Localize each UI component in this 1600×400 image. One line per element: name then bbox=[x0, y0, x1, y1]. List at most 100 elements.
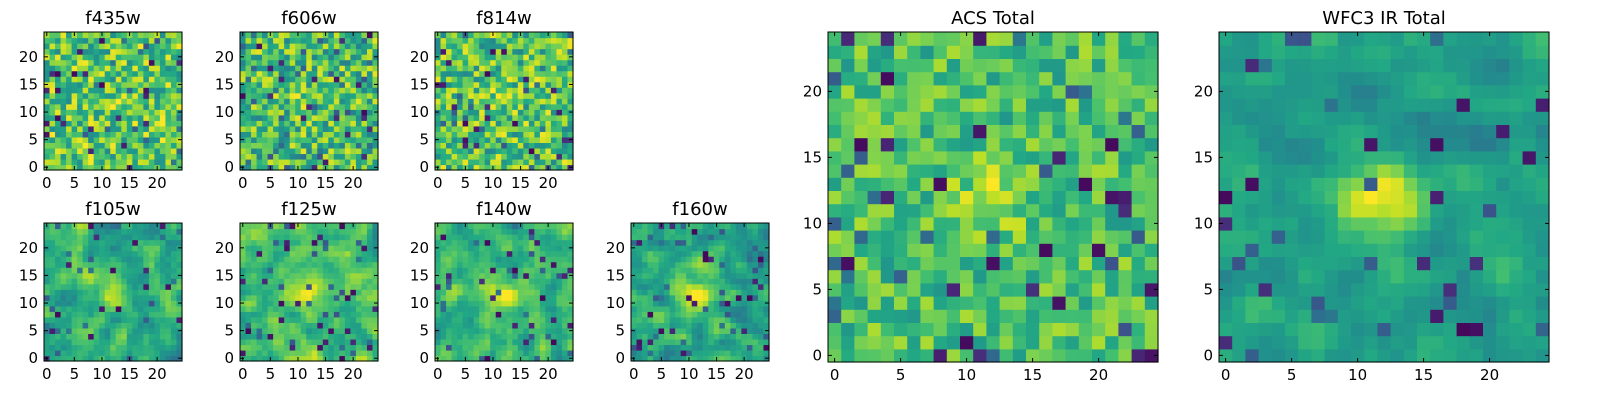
heatmap-cell bbox=[333, 37, 340, 44]
heatmap-cell bbox=[366, 109, 374, 116]
heatmap-cell bbox=[1092, 177, 1106, 191]
heatmap-cell bbox=[355, 256, 363, 263]
heatmap-cell bbox=[567, 131, 574, 138]
heatmap-cell bbox=[110, 114, 117, 121]
heatmap-cell bbox=[311, 278, 318, 285]
heatmap-cell bbox=[49, 333, 56, 340]
heatmap-cell bbox=[355, 283, 363, 290]
heatmap-cell bbox=[708, 311, 715, 318]
heatmap-cell bbox=[289, 120, 296, 127]
heatmap-cell bbox=[517, 294, 524, 301]
heatmap-cell bbox=[93, 131, 100, 138]
heatmap-cell bbox=[451, 136, 458, 143]
heatmap-cell bbox=[697, 223, 704, 230]
heatmap-cell bbox=[333, 355, 340, 362]
heatmap-cell bbox=[311, 87, 318, 94]
heatmap-cell bbox=[495, 109, 502, 116]
heatmap-cell bbox=[506, 239, 513, 246]
heatmap-cell bbox=[251, 153, 258, 160]
heatmap-cell bbox=[946, 335, 961, 350]
heatmap-cell bbox=[675, 267, 682, 274]
heatmap-cell bbox=[501, 267, 508, 274]
heatmap-cell bbox=[708, 283, 715, 290]
heatmap-cell bbox=[284, 87, 291, 94]
heatmap-cell bbox=[93, 245, 100, 252]
heatmap-cell bbox=[719, 289, 726, 296]
heatmap-cell bbox=[366, 355, 374, 362]
heatmap-cell bbox=[567, 147, 574, 155]
heatmap-cell bbox=[675, 327, 682, 334]
heatmap-cell bbox=[333, 338, 340, 346]
heatmap-cell bbox=[841, 322, 855, 337]
heatmap-cell bbox=[55, 81, 62, 88]
heatmap-cell bbox=[462, 87, 469, 94]
heatmap-cell bbox=[669, 267, 676, 274]
heatmap-cell bbox=[126, 327, 133, 334]
heatmap-cell bbox=[495, 76, 502, 83]
heatmap-cell bbox=[82, 109, 89, 116]
heatmap-cell bbox=[295, 250, 302, 257]
heatmap-cell bbox=[176, 223, 183, 230]
heatmap-cell bbox=[713, 256, 720, 263]
x-tick-label: 0 bbox=[238, 174, 248, 192]
heatmap-cell bbox=[88, 289, 95, 296]
heatmap-cell bbox=[746, 256, 754, 263]
heatmap-cell bbox=[306, 261, 313, 268]
heatmap-cell bbox=[256, 283, 263, 290]
heatmap-cell bbox=[170, 158, 178, 166]
heatmap-cell bbox=[1078, 177, 1093, 191]
heatmap-cell bbox=[372, 267, 379, 274]
heatmap-cell bbox=[115, 344, 122, 351]
heatmap-cell bbox=[960, 177, 974, 191]
heatmap-cell bbox=[550, 142, 558, 149]
heatmap-cell bbox=[366, 300, 374, 307]
heatmap-cell bbox=[550, 261, 558, 268]
heatmap-cell bbox=[350, 300, 357, 307]
heatmap-cell bbox=[306, 316, 313, 323]
heatmap-cell bbox=[894, 177, 908, 191]
x-tick-label: 10 bbox=[288, 174, 307, 192]
heatmap-cell bbox=[517, 92, 524, 99]
heatmap-cell bbox=[311, 37, 318, 44]
heatmap-cell bbox=[115, 316, 122, 323]
heatmap-cell bbox=[841, 243, 855, 257]
heatmap-cell bbox=[159, 164, 167, 171]
heatmap-cell bbox=[306, 153, 313, 160]
heatmap-cell bbox=[658, 228, 665, 235]
heatmap-cell bbox=[702, 256, 709, 263]
heatmap-cell bbox=[328, 261, 335, 268]
heatmap-cell bbox=[669, 250, 676, 257]
heatmap-cell bbox=[99, 305, 106, 312]
heatmap-cell bbox=[306, 125, 313, 132]
heatmap-cell bbox=[372, 76, 379, 83]
heatmap-cell bbox=[49, 87, 56, 94]
heatmap-cell bbox=[495, 261, 502, 268]
heatmap-cell bbox=[490, 311, 497, 318]
heatmap-cell bbox=[550, 120, 558, 127]
heatmap-cell bbox=[752, 333, 759, 340]
heatmap-cell bbox=[746, 333, 754, 340]
heatmap-cell bbox=[479, 272, 486, 279]
heatmap-cell bbox=[99, 239, 106, 246]
heatmap-cell bbox=[273, 37, 280, 44]
heatmap-cell bbox=[446, 322, 453, 329]
heatmap-cell bbox=[653, 289, 660, 296]
heatmap-cell bbox=[154, 338, 161, 346]
heatmap-cell bbox=[350, 234, 357, 241]
heatmap-cell bbox=[121, 98, 128, 105]
heatmap-cell bbox=[262, 114, 269, 121]
heatmap-cell bbox=[495, 283, 502, 290]
heatmap-cell bbox=[653, 256, 660, 263]
y-tick-label: 15 bbox=[215, 266, 234, 284]
heatmap-cell bbox=[110, 223, 117, 230]
heatmap-cell bbox=[93, 261, 100, 268]
heatmap-cell bbox=[631, 250, 638, 257]
heatmap-cell bbox=[132, 125, 139, 132]
heatmap-cell bbox=[295, 261, 302, 268]
heatmap-cell bbox=[60, 311, 67, 318]
heatmap-cell bbox=[355, 228, 363, 235]
heatmap-cell bbox=[534, 131, 541, 138]
heatmap-cell bbox=[71, 153, 78, 160]
heatmap-cell bbox=[295, 147, 302, 155]
heatmap-cell bbox=[658, 333, 665, 340]
